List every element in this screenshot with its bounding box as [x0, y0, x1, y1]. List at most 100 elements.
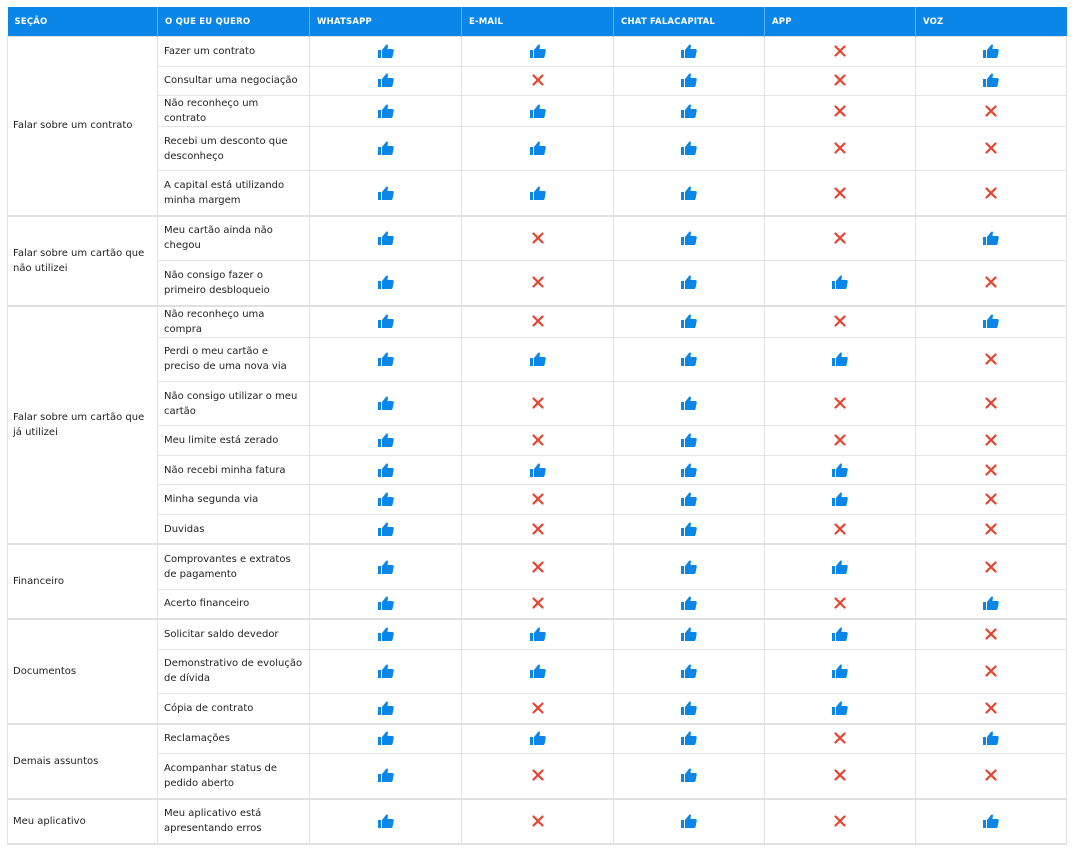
cross-icon: [985, 560, 997, 573]
channel-cell-voz: [915, 305, 1067, 338]
request-item: Meu limite está zerado: [157, 425, 310, 456]
channel-cell-app: [764, 36, 916, 67]
channel-cell-email: [461, 543, 614, 590]
thumbs-up-icon: [529, 352, 546, 366]
channel-cell-chat-falacapital: [613, 693, 765, 725]
cross-icon: [985, 769, 997, 781]
cross-icon: [834, 815, 846, 827]
request-item: Acompanhar status de pedido aberto: [157, 753, 310, 800]
channel-cell-email: [461, 215, 614, 262]
thumbs-up-icon: [832, 664, 848, 678]
channel-cell-whatsapp: [309, 513, 462, 546]
channel-cell-email: [461, 693, 614, 725]
thumbs-up-icon: [681, 314, 697, 329]
thumbs-up-icon: [983, 44, 999, 58]
channel-cell-chat-falacapital: [613, 36, 765, 67]
thumbs-up-icon: [377, 433, 394, 448]
channel-cell-app: [764, 125, 916, 172]
table-row: Cópia de contrato: [8, 693, 1067, 725]
thumbs-up-icon: [377, 141, 394, 156]
request-item: Duvidas: [157, 513, 310, 546]
channel-cell-voz: [915, 215, 1067, 262]
channel-cell-voz: [915, 95, 1067, 127]
channel-cell-chat-falacapital: [613, 723, 765, 755]
channel-cell-chat-falacapital: [613, 215, 765, 262]
section-label: Documentos: [7, 618, 158, 725]
cross-icon: [834, 315, 846, 327]
thumbs-up-icon: [529, 141, 546, 156]
section-label: Demais assuntos: [7, 723, 158, 800]
thumbs-up-icon: [832, 492, 848, 507]
thumbs-up-icon: [983, 73, 999, 88]
cross-icon: [531, 74, 544, 86]
channel-cell-app: [764, 753, 916, 800]
header-whatsapp: WHATSAPP: [309, 7, 462, 37]
channel-cell-chat-falacapital: [613, 65, 765, 96]
table-row: Consultar uma negociação: [8, 65, 1067, 96]
channel-cell-app: [764, 95, 916, 127]
channel-cell-whatsapp: [309, 215, 462, 262]
channel-cell-voz: [915, 723, 1067, 755]
request-item: Recebi um desconto que desconheço: [157, 125, 310, 172]
channel-cell-chat-falacapital: [613, 305, 765, 338]
cross-icon: [985, 186, 997, 199]
thumbs-up-icon: [681, 492, 697, 507]
channel-cell-whatsapp: [309, 380, 462, 427]
thumbs-up-icon: [832, 352, 848, 366]
thumbs-up-icon: [983, 731, 999, 746]
table-row: A capital está utilizando minha margem: [8, 170, 1067, 217]
channel-cell-chat-falacapital: [613, 753, 765, 800]
thumbs-up-icon: [377, 231, 394, 245]
channel-cell-chat-falacapital: [613, 170, 765, 217]
table-header-row: SEÇÃO O QUE EU QUERO WHATSAPP E-MAIL CHA…: [7, 7, 1067, 37]
channel-cell-voz: [915, 753, 1067, 800]
table-row: Meu aplicativo Meu aplicativo está aprese…: [7, 798, 1067, 845]
request-item: Consultar uma negociação: [157, 65, 310, 96]
channel-cell-chat-falacapital: [613, 588, 765, 621]
channel-cell-app: [764, 648, 916, 695]
channel-cell-whatsapp: [309, 36, 462, 67]
channel-cell-whatsapp: [309, 484, 462, 515]
channel-cell-whatsapp: [309, 425, 462, 456]
channel-cell-voz: [915, 336, 1067, 382]
table-row: Falar sobre um contrato Fazer um contrato: [7, 35, 1067, 217]
section-label: Falar sobre um contrato: [7, 35, 158, 217]
thumbs-up-icon: [681, 104, 697, 118]
thumbs-up-icon: [681, 463, 697, 477]
thumbs-up-icon: [681, 596, 697, 611]
header-secao: SEÇÃO: [7, 7, 158, 37]
channel-cell-voz: [915, 65, 1067, 96]
thumbs-up-icon: [529, 186, 546, 200]
channel-cell-app: [764, 215, 916, 262]
header-o-que-eu-quero: O QUE EU QUERO: [157, 7, 310, 37]
thumbs-up-icon: [681, 664, 697, 678]
channel-cell-app: [764, 693, 916, 725]
table-row: Demais assuntos Reclamações: [7, 723, 1067, 800]
channel-cell-app: [764, 170, 916, 217]
cross-icon: [531, 597, 544, 610]
thumbs-up-icon: [681, 627, 697, 641]
thumbs-up-icon: [377, 492, 394, 507]
thumbs-up-icon: [377, 352, 394, 366]
channel-cell-chat-falacapital: [613, 380, 765, 427]
channel-cell-chat-falacapital: [613, 454, 765, 486]
channel-cell-email: [461, 484, 614, 515]
cross-icon: [531, 232, 544, 244]
channel-cell-voz: [915, 543, 1067, 590]
thumbs-up-icon: [377, 73, 394, 88]
cross-icon: [834, 434, 846, 446]
thumbs-up-icon: [983, 596, 999, 611]
cross-icon: [985, 628, 997, 640]
channel-cell-chat-falacapital: [613, 618, 765, 650]
thumbs-up-icon: [681, 141, 697, 156]
thumbs-up-icon: [983, 231, 999, 245]
channel-cell-chat-falacapital: [613, 648, 765, 695]
request-item: Não reconheço um contrato: [157, 95, 310, 127]
cross-icon: [834, 142, 846, 154]
thumbs-up-icon: [681, 352, 697, 366]
channel-cell-email: [461, 753, 614, 800]
table-row: Falar sobre um cartão que não utilizei Me…: [7, 215, 1067, 307]
channel-cell-voz: [915, 454, 1067, 486]
channel-cell-email: [461, 260, 614, 307]
channel-cell-voz: [915, 36, 1067, 67]
